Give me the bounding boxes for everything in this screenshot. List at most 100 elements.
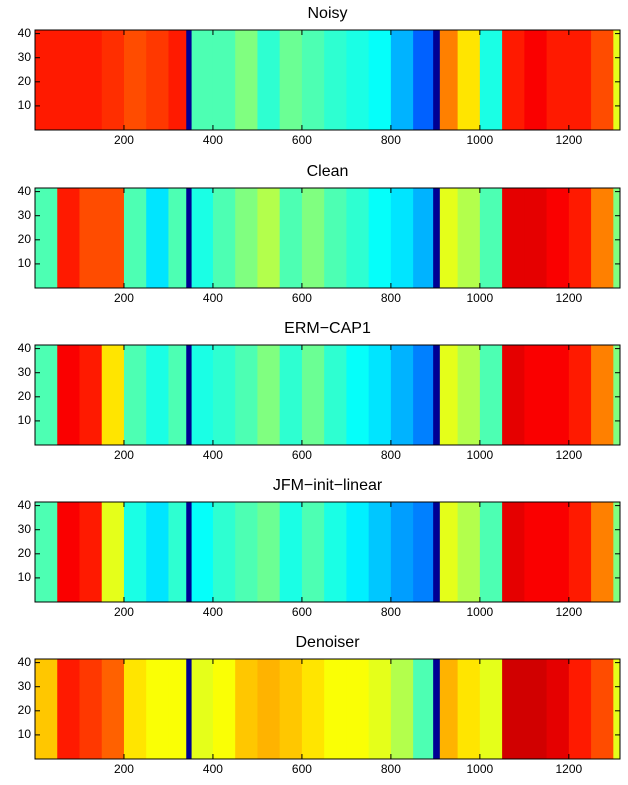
x-tick-label: 1000 bbox=[467, 448, 494, 462]
heat-cell bbox=[479, 502, 503, 602]
panel-title: Noisy bbox=[307, 5, 347, 22]
plot-frame bbox=[34, 501, 621, 603]
heat-cell bbox=[613, 30, 621, 130]
y-tick-label: 20 bbox=[18, 74, 32, 88]
heat-cell bbox=[390, 659, 414, 759]
heat-cell bbox=[413, 345, 434, 445]
y-tick-label: 20 bbox=[18, 546, 32, 560]
heat-cell bbox=[524, 502, 547, 602]
heat-cell bbox=[146, 659, 169, 759]
x-tick-label: 800 bbox=[381, 133, 401, 147]
y-tick-label: 30 bbox=[18, 679, 32, 693]
x-tick-label: 1200 bbox=[555, 605, 582, 619]
heat-cell bbox=[279, 345, 303, 445]
plot-frame bbox=[34, 658, 621, 760]
heat-cell bbox=[168, 502, 187, 602]
heat-cell bbox=[186, 659, 192, 759]
y-tick-label: 40 bbox=[18, 184, 32, 198]
x-tick-label: 600 bbox=[292, 605, 312, 619]
heat-cell bbox=[439, 345, 459, 445]
heat-cell bbox=[235, 659, 258, 759]
heat-cell bbox=[613, 345, 621, 445]
heat-cell bbox=[146, 345, 169, 445]
heat-cell bbox=[324, 30, 347, 130]
y-tick-label: 40 bbox=[18, 655, 32, 669]
heat-cell bbox=[568, 345, 592, 445]
heat-cell bbox=[191, 502, 214, 602]
y-tick-label: 30 bbox=[18, 50, 32, 64]
heat-cell bbox=[390, 188, 414, 288]
x-tick-label: 400 bbox=[203, 762, 223, 776]
heat-cell bbox=[457, 345, 481, 445]
x-tick-label: 1000 bbox=[467, 291, 494, 305]
heat-cell bbox=[479, 188, 503, 288]
heat-cell bbox=[57, 345, 80, 445]
heat-cell bbox=[57, 188, 80, 288]
heat-cell bbox=[568, 188, 592, 288]
heat-cell bbox=[101, 345, 125, 445]
heat-cell bbox=[479, 30, 503, 130]
heat-cell bbox=[457, 659, 481, 759]
heat-cell bbox=[212, 659, 236, 759]
x-tick-label: 200 bbox=[114, 291, 134, 305]
heat-cell bbox=[502, 30, 525, 130]
x-tick-label: 400 bbox=[203, 291, 223, 305]
heat-cell bbox=[613, 659, 621, 759]
heat-cell bbox=[35, 188, 58, 288]
heat-cell bbox=[279, 188, 303, 288]
y-tick-label: 10 bbox=[18, 413, 32, 427]
heat-cell bbox=[186, 502, 192, 602]
y-tick-label: 20 bbox=[18, 389, 32, 403]
heat-cell bbox=[57, 659, 80, 759]
heat-cell bbox=[123, 188, 147, 288]
heat-cell bbox=[123, 30, 147, 130]
heat-cell bbox=[212, 188, 236, 288]
x-tick-label: 400 bbox=[203, 133, 223, 147]
heat-cell bbox=[191, 345, 214, 445]
heat-cell bbox=[301, 30, 325, 130]
plot-frame bbox=[34, 29, 621, 131]
heat-cell bbox=[346, 659, 370, 759]
heat-cell bbox=[123, 659, 147, 759]
heat-cell bbox=[479, 659, 503, 759]
panel-title: Denoiser bbox=[295, 634, 360, 651]
heat-cell bbox=[413, 502, 434, 602]
heat-cell bbox=[524, 188, 547, 288]
heat-cell bbox=[502, 345, 525, 445]
heat-cell bbox=[433, 502, 441, 602]
heat-cell bbox=[212, 502, 236, 602]
heat-cell bbox=[368, 502, 392, 602]
heat-cell bbox=[546, 30, 570, 130]
heat-cell bbox=[191, 659, 214, 759]
x-tick-label: 800 bbox=[381, 291, 401, 305]
x-tick-label: 1200 bbox=[555, 448, 582, 462]
heat-cell bbox=[186, 345, 192, 445]
heat-cell bbox=[502, 188, 525, 288]
heat-cell bbox=[439, 188, 459, 288]
heat-cell bbox=[413, 659, 434, 759]
panel-title: JFM−init−linear bbox=[273, 477, 383, 494]
heat-cell bbox=[101, 188, 125, 288]
heat-cell bbox=[146, 502, 169, 602]
heat-cell bbox=[479, 345, 503, 445]
heat-cell bbox=[433, 30, 441, 130]
heat-cell bbox=[168, 659, 187, 759]
heat-cell bbox=[79, 188, 103, 288]
heat-cell bbox=[101, 659, 125, 759]
heat-cell bbox=[346, 30, 370, 130]
y-tick-label: 20 bbox=[18, 232, 32, 246]
heat-cell bbox=[502, 502, 525, 602]
heat-cell bbox=[168, 188, 187, 288]
heat-cell bbox=[279, 30, 303, 130]
x-tick-label: 1200 bbox=[555, 762, 582, 776]
heat-cell bbox=[568, 502, 592, 602]
y-tick-label: 40 bbox=[18, 341, 32, 355]
heat-cell bbox=[433, 188, 441, 288]
heat-cell bbox=[257, 188, 281, 288]
heat-cell bbox=[301, 659, 325, 759]
heat-cell bbox=[191, 30, 214, 130]
heat-cell bbox=[123, 502, 147, 602]
y-tick-label: 10 bbox=[18, 256, 32, 270]
heat-cell bbox=[346, 345, 370, 445]
